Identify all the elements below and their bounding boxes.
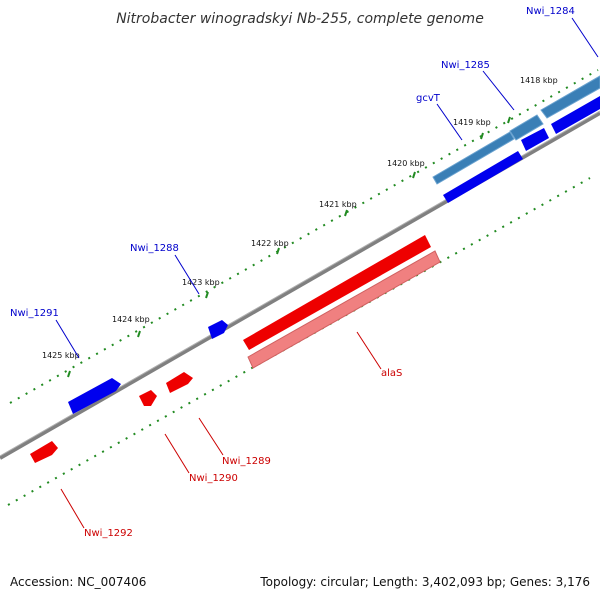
label-Nwi_1290[interactable]: Nwi_1290 xyxy=(189,473,238,484)
gene-forward-1[interactable] xyxy=(443,151,523,203)
gene-alaS-pink[interactable] xyxy=(247,250,441,369)
ruler-label-1424: 1424 kbp xyxy=(112,315,150,324)
tick-1423 xyxy=(205,291,209,299)
ruler-label-1421: 1421 kbp xyxy=(319,200,357,209)
gene-forward-2[interactable] xyxy=(521,128,549,151)
ruler-label-1422: 1422 kbp xyxy=(251,239,289,248)
map-title: Nitrobacter winogradskyi Nb-255, complet… xyxy=(116,11,484,27)
label-Nwi_1285[interactable]: Nwi_1285 xyxy=(441,60,490,71)
leader-lines xyxy=(55,17,599,529)
label-Nwi_1289[interactable]: Nwi_1289 xyxy=(222,456,271,467)
tick-1419 xyxy=(480,132,484,140)
ruler-label-1418: 1418 kbp xyxy=(520,76,558,85)
label-gcvT[interactable]: gcvT xyxy=(416,93,441,104)
label-Nwi_1288[interactable]: Nwi_1288 xyxy=(130,243,179,254)
ruler-labels: 1418 kbp 1419 kbp 1420 kbp 1421 kbp 1422… xyxy=(42,76,558,360)
gene-Nwi_1288[interactable] xyxy=(208,320,228,339)
leader-Nwi_1288 xyxy=(174,254,200,295)
ruler-label-1425: 1425 kbp xyxy=(42,351,80,360)
forward-strand-genes xyxy=(68,75,600,414)
label-alaS[interactable]: alaS xyxy=(381,368,402,379)
label-Nwi_1292[interactable]: Nwi_1292 xyxy=(84,528,133,539)
leader-gcvT xyxy=(436,103,463,141)
tick-1424 xyxy=(137,330,141,338)
tick-1425 xyxy=(67,370,71,378)
leader-Nwi_1291 xyxy=(55,319,80,359)
ruler-label-1419: 1419 kbp xyxy=(453,118,491,127)
gene-Nwi_1284-bar[interactable] xyxy=(540,75,600,119)
leader-Nwi_1289 xyxy=(198,417,224,456)
ruler-label-1420: 1420 kbp xyxy=(387,159,425,168)
gene-labels-forward: Nwi_1284 Nwi_1285 gcvT Nwi_1288 Nwi_1291 xyxy=(10,6,575,319)
summary-text: Topology: circular; Length: 3,402,093 bp… xyxy=(259,575,590,589)
gene-Nwi_1290[interactable] xyxy=(139,390,157,406)
label-Nwi_1284[interactable]: Nwi_1284 xyxy=(526,6,575,17)
leader-Nwi_1284 xyxy=(571,17,599,58)
tick-1422 xyxy=(276,247,280,255)
gene-alaS-bar[interactable] xyxy=(243,235,431,350)
leader-Nwi_1292 xyxy=(60,488,85,529)
label-Nwi_1291[interactable]: Nwi_1291 xyxy=(10,308,59,319)
gene-labels-reverse: alaS Nwi_1289 Nwi_1290 Nwi_1292 xyxy=(84,368,402,539)
gene-gcvT-bar[interactable] xyxy=(432,131,515,185)
gene-forward-3[interactable] xyxy=(551,96,600,134)
leader-Nwi_1290 xyxy=(164,433,190,474)
ruler-label-1423: 1423 kbp xyxy=(182,278,220,287)
gene-Nwi_1289[interactable] xyxy=(166,372,193,393)
tick-1420 xyxy=(412,171,416,179)
leader-alaS xyxy=(356,331,382,370)
leader-Nwi_1285 xyxy=(482,70,515,111)
gene-Nwi_1291[interactable] xyxy=(68,378,121,414)
accession-text: Accession: NC_007406 xyxy=(10,575,146,589)
reverse-strand-genes xyxy=(30,235,441,463)
tick-1418 xyxy=(507,116,511,124)
gene-Nwi_1292[interactable] xyxy=(30,441,58,463)
tick-1421 xyxy=(344,209,348,217)
gene-Nwi_1285-bar[interactable] xyxy=(509,114,544,141)
major-ticks xyxy=(67,116,511,378)
